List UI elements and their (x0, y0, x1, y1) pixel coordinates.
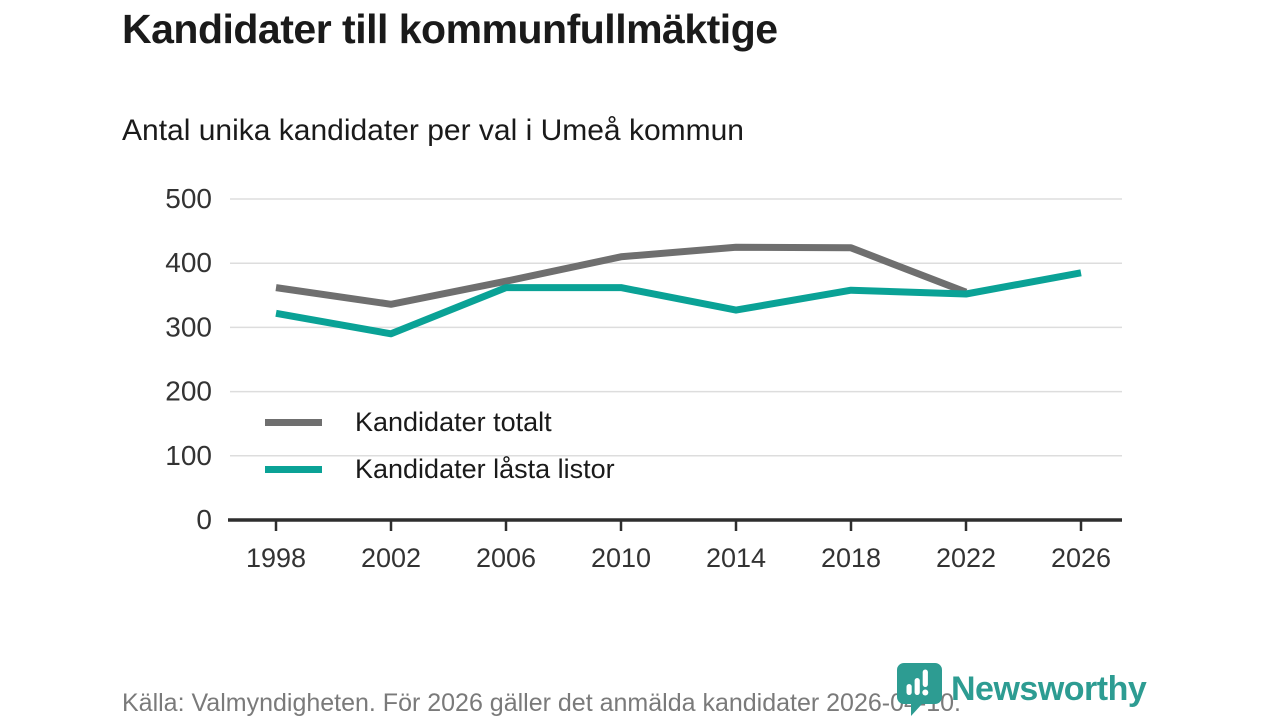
y-axis-tick-label: 400 (165, 247, 212, 278)
legend-swatch-total (265, 419, 322, 426)
y-axis-tick-label: 200 (165, 376, 212, 407)
x-axis-tick-label: 2026 (1051, 543, 1111, 573)
source-note: Källa: Valmyndigheten. För 2026 gäller d… (122, 689, 961, 717)
newsworthy-pin-barchart-icon (897, 663, 942, 716)
legend-item-locked-lists: Kandidater låsta listor (265, 446, 615, 493)
legend-item-total: Kandidater totalt (265, 399, 615, 446)
x-axis-tick-label: 2010 (591, 543, 651, 573)
y-axis-tick-label: 500 (165, 183, 212, 214)
line-chart: 0 100 200 300 400 500 1998 2002 2006 2010 2014 2018… (165, 183, 1122, 573)
x-axis-tick-label: 2022 (936, 543, 996, 573)
newsworthy-wordmark: Newsworthy (951, 670, 1147, 708)
page-title: Kandidater till kommunfullmäktige (122, 6, 778, 52)
series-line-0 (275, 243, 968, 308)
chart-legend: Kandidater totalt Kandidater låsta listo… (265, 399, 615, 493)
y-axis-tick-label: 0 (196, 504, 212, 535)
legend-label-total: Kandidater totalt (355, 407, 552, 437)
x-axis-tick-label: 2014 (706, 543, 766, 573)
newsworthy-logo: Newsworthy (897, 663, 1147, 716)
y-axis-tick-label: 300 (165, 311, 212, 342)
y-axis-tick-label: 100 (165, 440, 212, 471)
x-axis-tick-label: 2002 (361, 543, 421, 573)
series-line-1 (275, 269, 1082, 338)
chart-subtitle: Antal unika kandidater per val i Umeå ko… (122, 114, 744, 147)
x-axis-tick-label: 1998 (246, 543, 306, 573)
legend-label-locked-lists: Kandidater låsta listor (355, 454, 615, 484)
x-axis-tick-label: 2006 (476, 543, 536, 573)
legend-swatch-locked-lists (265, 466, 322, 473)
x-axis-tick-label: 2018 (821, 543, 881, 573)
